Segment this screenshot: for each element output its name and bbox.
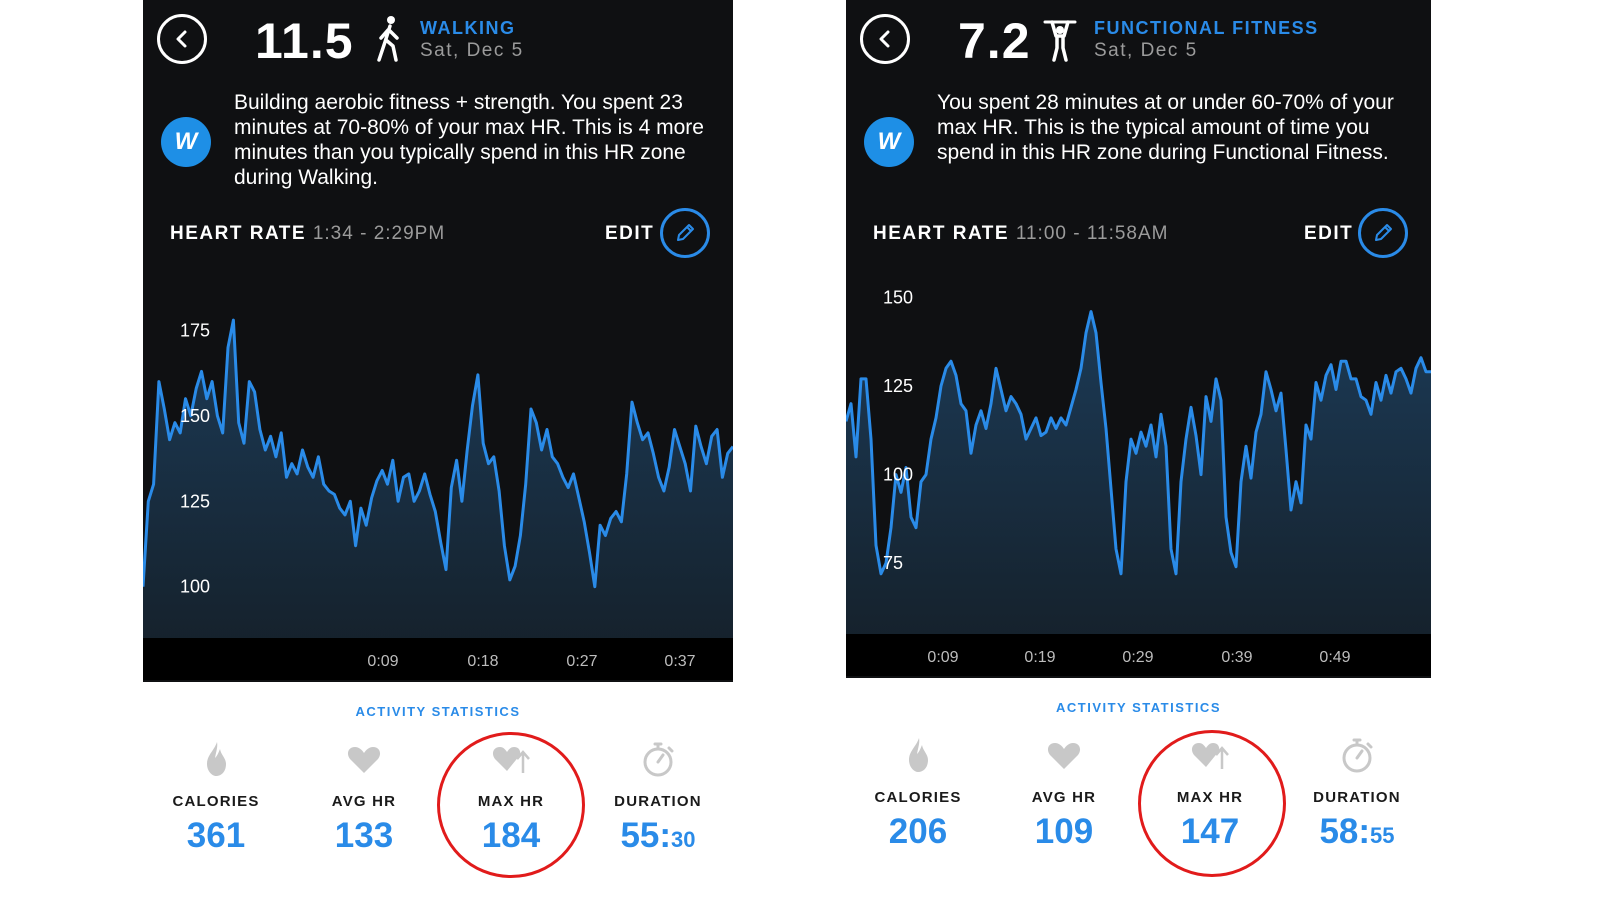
y-tick-label: 150	[883, 287, 913, 307]
y-tick-label: 125	[883, 376, 913, 396]
x-tick-label: 0:29	[1122, 649, 1153, 666]
back-button[interactable]	[860, 14, 910, 64]
stat-duration: DURATION 58:55	[1287, 735, 1427, 852]
coach-logo-icon: W	[864, 117, 914, 167]
x-tick-label: 0:09	[367, 653, 398, 670]
y-tick-label: 100	[180, 577, 210, 597]
edit-button[interactable]	[1358, 208, 1408, 258]
stat-label: DURATION	[614, 793, 702, 810]
functional-fitness-icon	[1043, 20, 1077, 62]
heart-rate-area	[143, 320, 733, 638]
chevron-left-icon	[176, 30, 187, 48]
heart-rate-time-range: 1:34 - 2:29PM	[312, 223, 446, 244]
heart-rate-label: HEART RATE 1:34 - 2:29PM	[170, 223, 446, 244]
coach-insight-text: You spent 28 minutes at or under 60-70% …	[937, 91, 1394, 164]
stopwatch-icon	[643, 742, 674, 777]
stat-value: 58:55	[1319, 812, 1395, 851]
heart-rate-line	[846, 310, 1431, 576]
sport-name: WALKING	[420, 18, 516, 38]
stat-value: 55:30	[620, 816, 696, 855]
x-tick-label: 0:39	[1221, 649, 1252, 666]
flame-icon	[207, 742, 226, 776]
stat-duration: DURATION 55:30	[588, 739, 728, 856]
x-tick-label: 0:27	[566, 653, 597, 670]
activity-date: Sat, Dec 5	[1094, 40, 1198, 61]
coach-logo-icon: W	[161, 117, 211, 167]
edit-label[interactable]: EDIT	[1304, 223, 1354, 244]
x-tick-label: 0:37	[664, 653, 695, 670]
sport-name: FUNCTIONAL FITNESS	[1094, 18, 1319, 38]
x-tick-label: 0:09	[927, 649, 958, 666]
stopwatch-icon	[1342, 738, 1373, 773]
activity-header-card: 11.5 WALKING Sat, Dec 5 W Building aerob…	[143, 0, 733, 682]
stat-label: CALORIES	[874, 789, 962, 806]
y-tick-label: 125	[180, 491, 210, 511]
stat-calories: CALORIES 361	[146, 739, 286, 856]
panel-walking: 11.5 WALKING Sat, Dec 5 W Building aerob…	[143, 0, 733, 900]
chevron-left-icon	[879, 30, 890, 48]
stat-label: AVG HR	[331, 793, 397, 810]
stat-value: 109	[1034, 812, 1094, 851]
pencil-icon	[677, 224, 694, 241]
heart-rate-label: HEART RATE 11:00 - 11:58AM	[873, 223, 1169, 244]
stat-value: 133	[334, 816, 394, 855]
edit-label[interactable]: EDIT	[605, 223, 655, 244]
panel-functional-fitness: 7.2 FUNCTIONAL FITNESS Sat, Dec 5 W You …	[846, 0, 1436, 900]
strain-score: 7.2	[958, 13, 1031, 69]
activity-statistics-title: ACTIVITY STATISTICS	[355, 704, 521, 719]
heart-rate-chart: 100 125 150 175	[143, 318, 733, 638]
heart-icon	[347, 747, 381, 773]
activity-header-card: 7.2 FUNCTIONAL FITNESS Sat, Dec 5 W You …	[846, 0, 1431, 678]
y-tick-label: 75	[883, 553, 903, 573]
heart-rate-chart: 75 100 125 150	[846, 287, 1431, 634]
flame-icon	[909, 738, 928, 772]
y-tick-label: 175	[180, 320, 210, 340]
stat-value: 361	[186, 816, 246, 855]
heart-rate-area	[846, 311, 1431, 634]
stat-label: DURATION	[1313, 789, 1401, 806]
stat-calories: CALORIES 206	[848, 735, 988, 852]
heart-rate-time-range: 11:00 - 11:58AM	[1015, 223, 1169, 244]
x-tick-label: 0:49	[1319, 649, 1350, 666]
y-tick-label: 100	[883, 465, 913, 485]
x-tick-label: 0:18	[467, 653, 498, 670]
stat-avg-hr: AVG HR 133	[294, 739, 434, 856]
walking-icon	[377, 16, 399, 62]
coach-insight-text: Building aerobic fitness + strength. You…	[234, 91, 704, 189]
max-hr-highlight-circle	[1138, 730, 1286, 877]
pencil-icon	[1375, 224, 1392, 241]
edit-button[interactable]	[660, 208, 710, 258]
stat-label: CALORIES	[172, 793, 260, 810]
heart-rate-line	[143, 318, 733, 589]
back-button[interactable]	[157, 14, 207, 64]
x-tick-label: 0:19	[1024, 649, 1055, 666]
heart-icon	[1047, 743, 1081, 769]
time-axis: 0:09 0:19 0:29 0:39 0:49	[846, 634, 1431, 676]
stat-avg-hr: AVG HR 109	[994, 735, 1134, 852]
activity-date: Sat, Dec 5	[420, 40, 524, 61]
stat-label: AVG HR	[1031, 789, 1097, 806]
stat-value: 206	[888, 812, 948, 851]
max-hr-highlight-circle	[437, 732, 585, 878]
strain-score: 11.5	[255, 13, 354, 69]
activity-statistics-title: ACTIVITY STATISTICS	[1055, 700, 1221, 715]
y-tick-label: 150	[180, 406, 210, 426]
time-axis: 0:090:180:270:370:46	[143, 638, 733, 680]
